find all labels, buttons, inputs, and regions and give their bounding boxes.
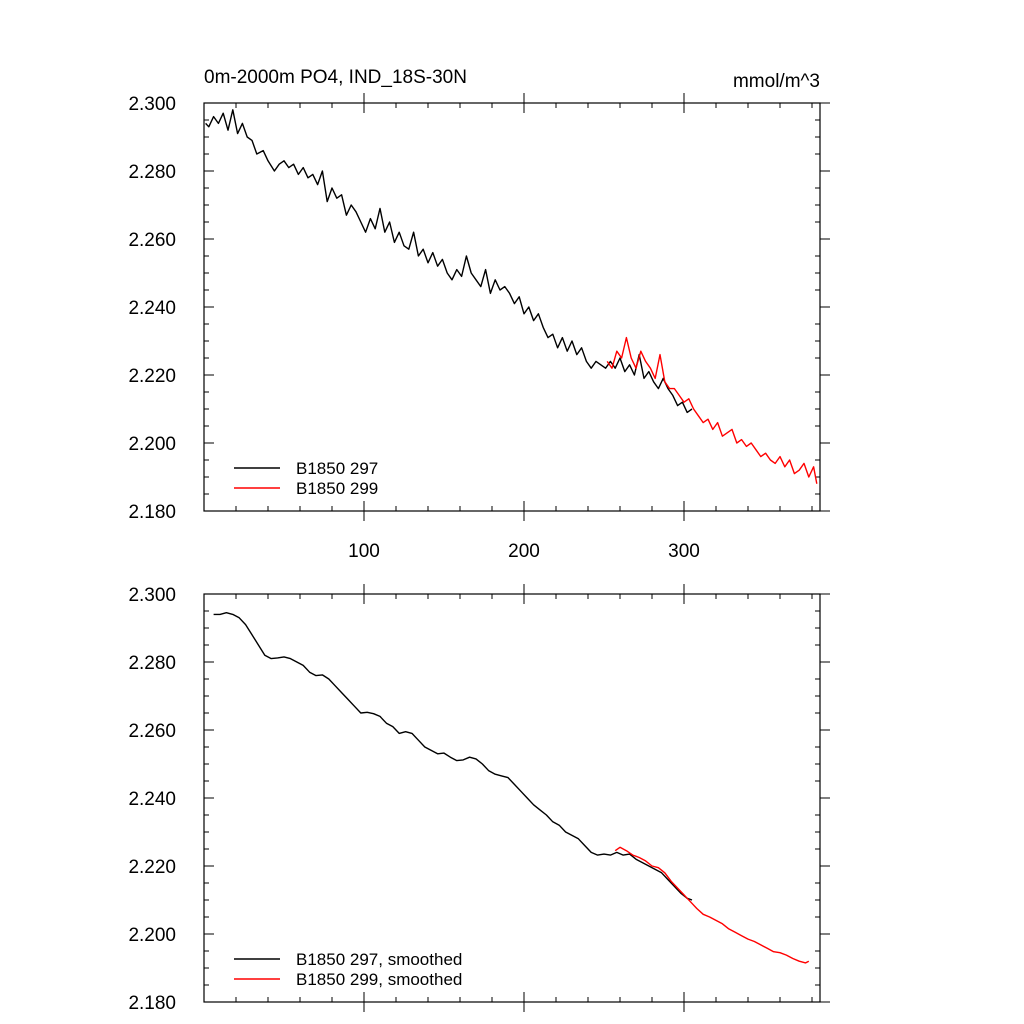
series-line — [606, 336, 818, 484]
legend-label: B1850 297 — [296, 459, 378, 478]
chart-title: 0m-2000m PO4, IND_18S-30N — [204, 67, 467, 88]
y-tick-label: 2.220 — [128, 857, 176, 878]
plot-frame — [203, 593, 821, 1003]
top-panel: 0m-2000m PO4, IND_18S-30N mmol/m^3 100 20… — [128, 67, 830, 562]
legend-label: B1850 299, smoothed — [296, 970, 462, 989]
y-tick-label: 2.180 — [128, 993, 176, 1014]
y-tick-label: 2.220 — [128, 366, 176, 387]
legend-label: B1850 297, smoothed — [296, 950, 462, 969]
bottom-panel: 2.180 2.200 2.220 2.240 2.260 2.280 2.300 B1850… — [128, 584, 830, 1014]
y-tick-label: 2.280 — [128, 162, 176, 183]
y-tick-label: 2.300 — [128, 94, 176, 115]
y-tick-label: 2.260 — [128, 230, 176, 251]
y-tick-label: 2.200 — [128, 925, 176, 946]
x-tick-label: 200 — [508, 541, 540, 562]
y-tick-label: 2.200 — [128, 434, 176, 455]
y-tick-label: 2.240 — [128, 789, 176, 810]
y-tick-label: 2.300 — [128, 585, 176, 606]
y-tick-label: 2.280 — [128, 653, 176, 674]
y-tick-label: 2.240 — [128, 298, 176, 319]
y-tick-label: 2.180 — [128, 502, 176, 523]
series-line — [213, 612, 693, 901]
x-tick-label: 100 — [348, 541, 380, 562]
y-tick-label: 2.260 — [128, 721, 176, 742]
units-label: mmol/m^3 — [733, 71, 820, 92]
plot-frame — [203, 102, 821, 512]
x-tick-label: 300 — [668, 541, 700, 562]
series-line — [614, 846, 810, 964]
legend-label: B1850 299 — [296, 479, 378, 498]
series-line — [205, 109, 693, 414]
